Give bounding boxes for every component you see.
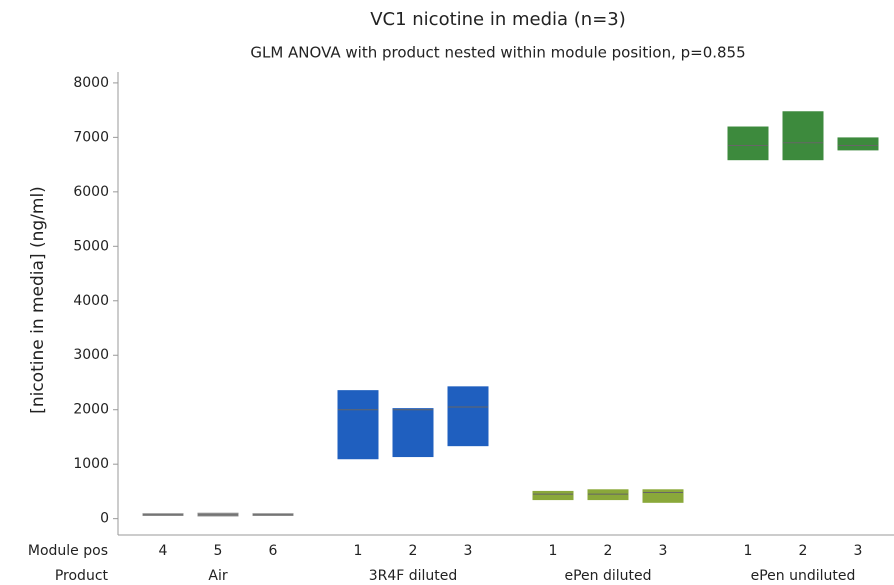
x-tick-label: 2 xyxy=(799,543,808,559)
box xyxy=(642,489,684,503)
x-tick-label: 3 xyxy=(854,543,863,559)
box xyxy=(837,137,879,151)
x-tick-label: 1 xyxy=(354,543,363,559)
x-tick-label: 1 xyxy=(744,543,753,559)
y-tick-label: 4000 xyxy=(73,293,109,309)
box xyxy=(727,126,769,161)
y-tick-label: 1000 xyxy=(73,456,109,472)
x-tick-label: 2 xyxy=(409,543,418,559)
box xyxy=(782,111,824,161)
box xyxy=(532,490,574,501)
box xyxy=(392,408,434,458)
group-label: 3R4F diluted xyxy=(369,568,458,584)
x-tick-label: 4 xyxy=(159,543,168,559)
y-tick-label: 2000 xyxy=(73,402,109,418)
group-label: Air xyxy=(208,568,227,584)
chart-subtitle: GLM ANOVA with product nested within mod… xyxy=(250,44,745,62)
y-tick-label: 0 xyxy=(100,511,109,527)
group-label: ePen diluted xyxy=(564,568,651,584)
row-label: Product xyxy=(55,568,109,584)
chart-title: VC1 nicotine in media (n=3) xyxy=(370,9,626,30)
x-tick-label: 1 xyxy=(549,543,558,559)
y-tick-label: 3000 xyxy=(73,347,109,363)
x-tick-label: 6 xyxy=(269,543,278,559)
x-tick-label: 5 xyxy=(214,543,223,559)
box xyxy=(587,489,629,501)
group-label: ePen undiluted xyxy=(751,568,856,584)
x-tick-label: 3 xyxy=(464,543,473,559)
y-tick-label: 8000 xyxy=(73,75,109,91)
x-tick-label: 3 xyxy=(659,543,668,559)
y-tick-label: 6000 xyxy=(73,184,109,200)
y-axis-label: [nicotine in media] (ng/ml) xyxy=(28,186,48,414)
box xyxy=(447,386,489,447)
box xyxy=(337,390,379,460)
x-tick-label: 2 xyxy=(604,543,613,559)
row-label: Module pos xyxy=(28,543,108,559)
y-tick-label: 5000 xyxy=(73,238,109,254)
y-tick-label: 7000 xyxy=(73,129,109,145)
